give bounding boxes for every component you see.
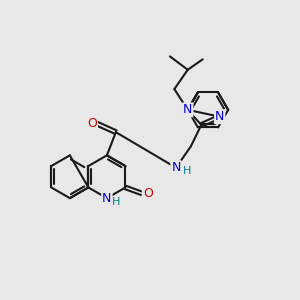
Text: N: N	[102, 192, 112, 205]
Text: N: N	[215, 110, 224, 123]
Text: O: O	[87, 117, 97, 130]
Text: H: H	[112, 197, 120, 207]
Text: O: O	[143, 187, 153, 200]
Text: H: H	[182, 166, 191, 176]
Text: N: N	[171, 161, 181, 174]
Text: N: N	[183, 103, 192, 116]
